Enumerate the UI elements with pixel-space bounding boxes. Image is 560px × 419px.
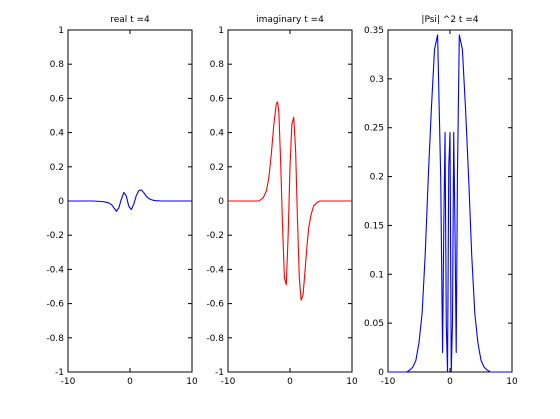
x-tick-label: 0 <box>447 377 453 387</box>
y-tick-label: -0.4 <box>46 265 64 275</box>
y-tick-label: 0.1 <box>370 270 384 280</box>
y-tick-label: 0.25 <box>364 124 384 134</box>
series-line-1 <box>228 101 352 301</box>
x-tick-label: 0 <box>127 377 133 387</box>
x-tick-label: -10 <box>61 377 76 387</box>
y-tick-label: 0.4 <box>50 129 65 139</box>
y-tick-label: 0.2 <box>370 173 384 183</box>
y-tick-label: 0.05 <box>364 319 384 329</box>
x-tick-label: 10 <box>506 377 518 387</box>
y-tick-label: -1 <box>215 368 224 378</box>
chart-panel-1: real t =4 -1 -0.8 -0.6 -0.4 -0.2 0 0.2 0.4 0.6 0.8… <box>46 15 198 387</box>
y-tick-label: 0.8 <box>50 60 65 70</box>
y-tick-label: -0.6 <box>206 300 224 310</box>
y-tick-label: -0.8 <box>46 334 64 344</box>
y-tick-label: -1 <box>55 368 64 378</box>
y-tick-label: 0.6 <box>210 94 225 104</box>
y-tick-label: 0.8 <box>210 60 225 70</box>
x-tick-label: 10 <box>346 377 358 387</box>
y-tick-label: -0.2 <box>46 231 64 241</box>
x-tick-label: 0 <box>287 377 293 387</box>
y-tick-label: 0 <box>58 197 64 207</box>
x-tick-label: -10 <box>381 377 396 387</box>
y-tick-label: 0 <box>218 197 224 207</box>
chart-title: |Psi| ^2 t =4 <box>421 15 478 25</box>
y-tick-label: 1 <box>58 26 64 36</box>
y-tick-label: 0.2 <box>210 163 224 173</box>
series-line-1 <box>388 34 512 373</box>
chart-panel-2: imaginary t =4 -1 -0.8 -0.6 -0.4 -0.2 0 0.2 0.4 0… <box>206 15 358 387</box>
y-tick-label: 1 <box>218 26 224 36</box>
x-tick-label: -10 <box>221 377 236 387</box>
chart-panel-3: |Psi| ^2 t =4 0 0.05 0.1 0.15 0.2 0.25 0.3 0.35 -… <box>364 15 518 387</box>
series-line-1 <box>68 189 192 212</box>
x-tick-label: 10 <box>186 377 198 387</box>
y-tick-label: -0.2 <box>206 231 224 241</box>
y-tick-label: -0.8 <box>206 334 224 344</box>
y-tick-label: 0.35 <box>364 26 384 36</box>
y-tick-label: 0.15 <box>364 221 384 231</box>
chart-title: real t =4 <box>110 15 150 25</box>
chart-title: imaginary t =4 <box>256 15 324 25</box>
y-tick-label: 0.3 <box>370 75 384 85</box>
y-tick-label: 0 <box>378 368 384 378</box>
y-tick-label: 0.6 <box>50 94 65 104</box>
y-tick-label: 0.4 <box>210 129 225 139</box>
y-tick-label: -0.6 <box>46 300 64 310</box>
y-tick-label: -0.4 <box>206 265 224 275</box>
y-tick-label: 0.2 <box>50 163 64 173</box>
